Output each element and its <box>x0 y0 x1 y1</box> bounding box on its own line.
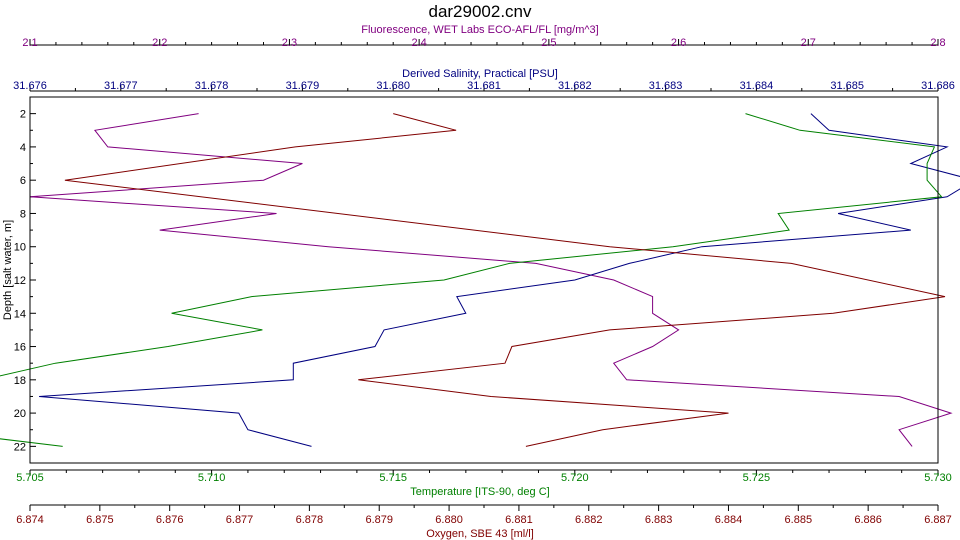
axes-layer: 2.1 2.2 2.3 2.4 2.5 2.6 2.7 2.8 Fluorescence, WE… <box>13 24 955 540</box>
tick-label-depth: 12 <box>14 275 26 287</box>
series-line-salinity <box>39 113 960 447</box>
plot-frame <box>29 96 939 464</box>
tick-label-depth: 18 <box>14 375 26 387</box>
series-line-fluorescence <box>29 113 953 447</box>
tick-label-oxygen: 6.886 <box>854 514 882 526</box>
tick-label-oxygen: 6.881 <box>505 514 533 526</box>
tick-label-oxygen: 6.877 <box>226 514 254 526</box>
tick-label-oxygen: 6.876 <box>156 514 184 526</box>
tick-label-temperature: 5.730 <box>924 472 952 484</box>
axis-depth: 2 4 6 8 10 12 14 16 18 20 22 <box>14 96 36 464</box>
tick-label-salinity: 31.686 <box>921 80 955 92</box>
tick-label-depth: 20 <box>14 408 26 420</box>
tick-label-fluorescence: 2.6 <box>671 37 686 49</box>
tick-label-salinity: 31.685 <box>830 80 864 92</box>
tick-label-salinity: 31.677 <box>104 80 138 92</box>
axis-oxygen: 6.874 6.875 6.876 6.877 6.878 6.879 6.880 6.881… <box>16 504 952 540</box>
tick-label-oxygen: 6.875 <box>86 514 114 526</box>
tick-label-depth: 8 <box>20 208 26 220</box>
tick-label-fluorescence: 2.4 <box>411 37 426 49</box>
tick-label-oxygen: 6.882 <box>575 514 603 526</box>
axis-label-salinity: Derived Salinity, Practical [PSU] <box>402 68 558 80</box>
tick-label-temperature: 5.725 <box>743 472 771 484</box>
axis-label-fluorescence: Fluorescence, WET Labs ECO-AFL/FL [mg/m^… <box>361 24 598 36</box>
tick-label-salinity: 31.683 <box>649 80 683 92</box>
y-axis-label: Depth [salt water, m] <box>2 220 14 320</box>
tick-label-depth: 4 <box>20 142 26 154</box>
axis-salinity: 31.676 31.677 31.678 31.679 31.680 31.681 31.6… <box>13 68 955 92</box>
tick-label-depth: 14 <box>14 308 26 320</box>
series-layer <box>0 113 960 447</box>
axis-label-oxygen: Oxygen, SBE 43 [ml/l] <box>426 528 534 540</box>
tick-label-oxygen: 6.887 <box>924 514 952 526</box>
tick-label-salinity: 31.679 <box>286 80 320 92</box>
tick-label-temperature: 5.715 <box>379 472 407 484</box>
series-line-oxygen <box>64 113 946 447</box>
tick-label-depth: 10 <box>14 242 26 254</box>
tick-label-salinity: 31.681 <box>467 80 501 92</box>
axis-fluorescence: 2.1 2.2 2.3 2.4 2.5 2.6 2.7 2.8 Fluorescence, WE… <box>22 24 945 49</box>
tick-label-oxygen: 6.874 <box>16 514 44 526</box>
tick-label-oxygen: 6.883 <box>645 514 673 526</box>
tick-label-depth: 2 <box>20 109 26 121</box>
tick-label-depth: 16 <box>14 342 26 354</box>
tick-label-oxygen: 6.879 <box>365 514 393 526</box>
tick-label-salinity: 31.678 <box>195 80 229 92</box>
axis-temperature: 5.705 5.710 5.715 5.720 5.725 5.730 Temperatur… <box>16 469 952 498</box>
tick-label-oxygen: 6.878 <box>296 514 324 526</box>
tick-label-salinity: 31.682 <box>558 80 592 92</box>
tick-label-temperature: 5.710 <box>198 472 226 484</box>
tick-label-fluorescence: 2.1 <box>22 37 37 49</box>
chart-title: dar29002.cnv <box>428 2 532 21</box>
tick-label-fluorescence: 2.3 <box>282 37 297 49</box>
tick-label-salinity: 31.680 <box>376 80 410 92</box>
tick-label-temperature: 5.705 <box>16 472 44 484</box>
series-line-temperature <box>0 113 943 447</box>
tick-label-oxygen: 6.885 <box>785 514 813 526</box>
tick-label-fluorescence: 2.7 <box>801 37 816 49</box>
tick-label-salinity: 31.676 <box>13 80 47 92</box>
tick-label-salinity: 31.684 <box>740 80 774 92</box>
tick-label-fluorescence: 2.2 <box>152 37 167 49</box>
tick-label-oxygen: 6.880 <box>435 514 463 526</box>
tick-label-depth: 22 <box>14 441 26 453</box>
tick-label-oxygen: 6.884 <box>715 514 743 526</box>
tick-label-fluorescence: 2.8 <box>930 37 945 49</box>
tick-label-fluorescence: 2.5 <box>541 37 556 49</box>
axis-label-temperature: Temperature [ITS-90, deg C] <box>410 486 549 498</box>
tick-label-temperature: 5.720 <box>561 472 589 484</box>
tick-label-depth: 6 <box>20 175 26 187</box>
